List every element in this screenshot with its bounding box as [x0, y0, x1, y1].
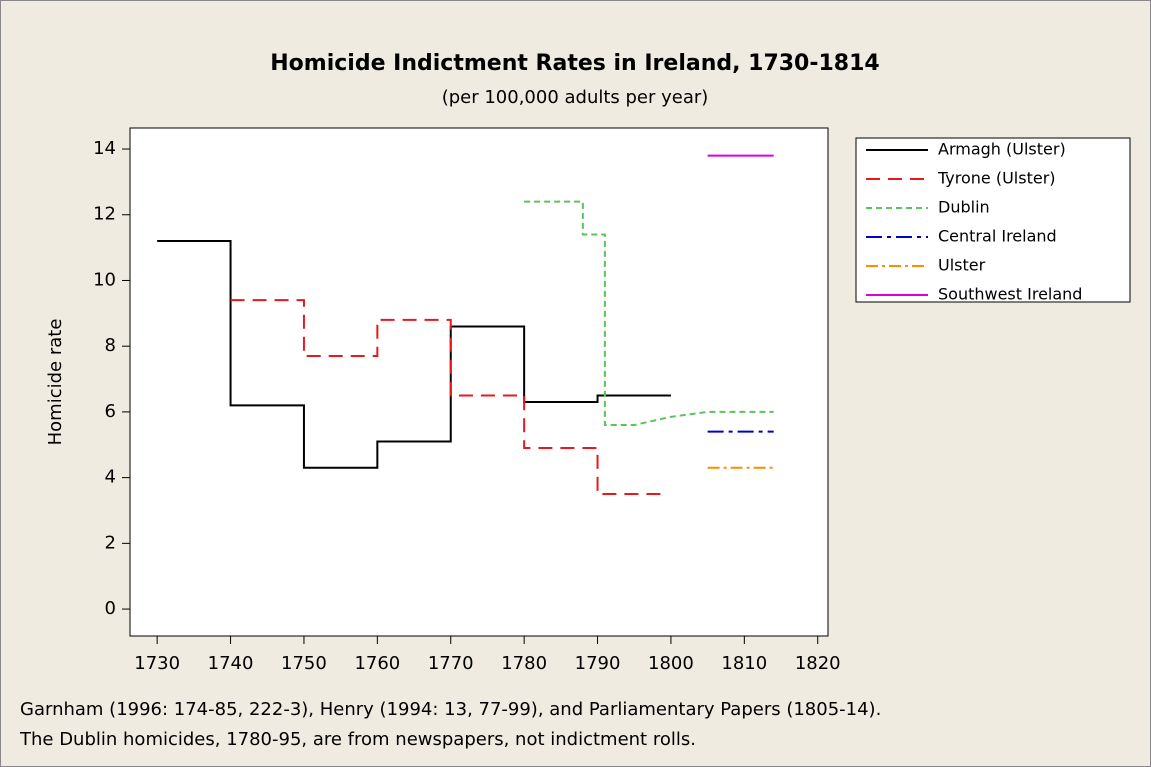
x-tick-label: 1810	[721, 653, 767, 674]
legend-label: Central Ireland	[938, 227, 1057, 246]
chart-title: Homicide Indictment Rates in Ireland, 17…	[270, 51, 879, 76]
series-line	[524, 200, 774, 427]
x-tick-label: 1740	[208, 653, 254, 674]
y-tick-label: 8	[105, 335, 116, 356]
y-tick-label: 6	[105, 401, 116, 422]
y-tick-label: 10	[93, 269, 116, 290]
legend-label: Armagh (Ulster)	[938, 140, 1066, 159]
y-tick-label: 14	[93, 138, 116, 159]
legend-label: Southwest Ireland	[938, 285, 1082, 304]
y-tick-label: 2	[105, 532, 116, 553]
legend-label: Dublin	[938, 198, 990, 217]
x-tick-label: 1760	[354, 653, 400, 674]
footnote: Garnham (1996: 174-85, 222-3), Henry (19…	[20, 699, 881, 720]
series-line	[230, 299, 664, 496]
x-tick-label: 1790	[575, 653, 621, 674]
y-tick-label: 4	[105, 467, 116, 488]
y-axis-label: Homicide rate	[45, 319, 66, 446]
x-tick-label: 1730	[134, 653, 180, 674]
legend-label: Ulster	[938, 256, 986, 275]
chart-subtitle: (per 100,000 adults per year)	[442, 87, 709, 108]
legend	[855, 137, 1131, 303]
y-tick-label: 12	[93, 204, 116, 225]
x-tick-label: 1780	[501, 653, 547, 674]
y-tick-label: 0	[105, 598, 116, 619]
x-tick-label: 1820	[795, 653, 841, 674]
legend-label: Tyrone (Ulster)	[937, 169, 1056, 188]
series-line	[157, 240, 671, 469]
x-tick-label: 1770	[428, 653, 474, 674]
plot-area	[129, 127, 829, 637]
x-tick-label: 1800	[648, 653, 694, 674]
footnote: The Dublin homicides, 1780-95, are from …	[19, 729, 696, 750]
x-tick-label: 1750	[281, 653, 327, 674]
